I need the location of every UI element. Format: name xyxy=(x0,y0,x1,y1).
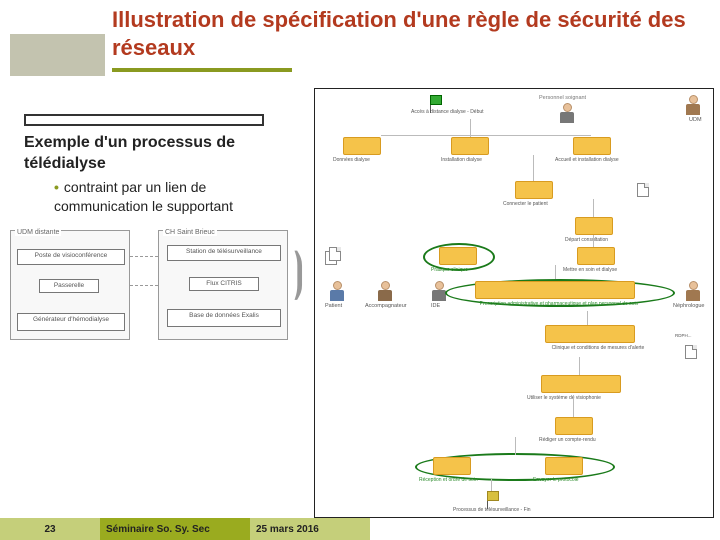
actor-patient xyxy=(329,281,345,303)
bullet-marker-square xyxy=(24,114,264,126)
brace-arrow-icon: ⦘ xyxy=(294,242,303,301)
task-rediger-label: Rédiger un compte-rendu xyxy=(539,437,596,443)
group-udm: UDM distante Poste de visioconférence Pa… xyxy=(10,230,130,340)
box-visio: Poste de visioconférence xyxy=(17,249,125,265)
task-rdph-label: RDPH... xyxy=(675,333,692,338)
left-block-diagram: UDM distante Poste de visioconférence Pa… xyxy=(10,230,290,350)
task-accueil xyxy=(573,137,611,155)
task-donnees xyxy=(343,137,381,155)
footer-date-text: 25 mars 2016 xyxy=(256,524,319,535)
task-clinique-label: Clinique et conditions de mesures d'aler… xyxy=(533,345,663,351)
flow-line xyxy=(573,395,574,417)
task-donnees-label: Données dialyse xyxy=(333,157,370,163)
task-pratique-label: Pratique clinique xyxy=(431,267,468,273)
actor-middle-top xyxy=(559,103,575,125)
task-envoyer xyxy=(545,457,583,475)
box-generateur: Générateur d'hémodialyse xyxy=(17,313,125,331)
box-passerelle: Passerelle xyxy=(39,279,99,293)
task-envoyer-label: Envoyer le protocole xyxy=(533,477,579,483)
actor-udm xyxy=(685,95,701,117)
task-mettresoin-label: Mettre en soin et dialyse xyxy=(563,267,617,273)
task-depart-label: Départ consultation xyxy=(565,237,608,243)
end-flag-icon xyxy=(487,491,499,501)
actor-patient-label: Patient xyxy=(325,303,342,309)
doc-icon-1 xyxy=(637,183,649,197)
start-flag-icon xyxy=(430,95,442,105)
task-connecter-label: Connecter le patient xyxy=(503,201,548,207)
task-mettresoin xyxy=(577,247,615,265)
actor-ide-label: IDE xyxy=(431,303,440,309)
bullet-lvl1-text: Exemple d'un processus de télédialyse xyxy=(24,133,264,175)
title-underline xyxy=(112,68,292,72)
footer-center-text: Séminaire So. Sy. Sec xyxy=(106,524,210,535)
bullet-lvl2-text: contraint par un lien de communication l… xyxy=(54,179,233,213)
actor-udm-label: UDM xyxy=(689,117,702,123)
flow-line xyxy=(491,479,492,491)
flow-line xyxy=(533,155,534,181)
right-flowchart: Accès à distance dialyse - Début UDM Per… xyxy=(314,88,714,518)
flow-line xyxy=(381,135,591,136)
actor-neph-label: Néphrologue xyxy=(673,303,705,309)
task-visio-label: Utiliser le système de visiophonie xyxy=(527,395,601,401)
task-reception xyxy=(433,457,471,475)
task-accueil-label: Accueil et installation dialyse xyxy=(555,157,619,163)
bullet-lvl1: Exemple d'un processus de télédialyse xyxy=(24,112,304,174)
group-ch-label: CH Saint Brieuc xyxy=(163,229,217,236)
slide-footer: 23 Séminaire So. Sy. Sec 25 mars 2016 xyxy=(0,518,720,540)
start-label: Accès à distance dialyse - Début xyxy=(411,109,484,115)
link-line-2 xyxy=(130,285,158,286)
bullet-lvl2: •contraint par un lien de communication … xyxy=(54,178,304,214)
actor-middle-top-label: Personnel soignant xyxy=(539,95,586,101)
actor-accomp xyxy=(377,281,393,303)
footer-date: 25 mars 2016 xyxy=(250,518,370,540)
end-label: Processus de télésurveillance - Fin xyxy=(453,507,531,513)
bullet-marker-dot: • xyxy=(54,179,59,195)
task-prescription xyxy=(475,281,635,299)
flow-line xyxy=(593,235,594,247)
box-bdd: Base de données Exalis xyxy=(167,309,281,327)
doc-dbl-icon-2 xyxy=(329,247,341,261)
link-line-1 xyxy=(130,256,158,257)
task-install xyxy=(451,137,489,155)
logo-pattern xyxy=(10,34,105,76)
footer-page-text: 23 xyxy=(44,524,55,535)
footer-center: Séminaire So. Sy. Sec xyxy=(100,518,250,540)
flow-line xyxy=(587,311,588,325)
flow-line xyxy=(593,199,594,217)
flow-line xyxy=(555,265,556,279)
footer-page: 23 xyxy=(0,518,100,540)
task-connecter xyxy=(515,181,553,199)
task-visio xyxy=(541,375,621,393)
box-flux: Flux CITRIS xyxy=(189,277,259,291)
flow-line xyxy=(579,357,580,375)
flow-line xyxy=(515,437,516,455)
bullet-content: Exemple d'un processus de télédialyse •c… xyxy=(24,112,304,215)
group-ch: CH Saint Brieuc Station de télésurveilla… xyxy=(158,230,288,340)
task-prescription-label: Prescription administrative et pharmaceu… xyxy=(459,301,659,307)
task-pratique xyxy=(439,247,477,265)
doc-icon-3 xyxy=(685,345,697,359)
group-udm-label: UDM distante xyxy=(15,229,61,236)
box-station: Station de télésurveillance xyxy=(167,245,281,261)
task-install-label: Installation dialyse xyxy=(441,157,482,163)
slide-title: Illustration de spécification d'une règl… xyxy=(112,6,692,61)
task-clinique xyxy=(545,325,635,343)
task-reception-label: Réception et ordre de soin xyxy=(419,477,478,483)
slide-header: Illustration de spécification d'une règl… xyxy=(0,0,720,78)
actor-accomp-label: Accompagnateur xyxy=(365,303,407,309)
actor-neph xyxy=(685,281,701,303)
task-depart xyxy=(575,217,613,235)
task-rediger xyxy=(555,417,593,435)
